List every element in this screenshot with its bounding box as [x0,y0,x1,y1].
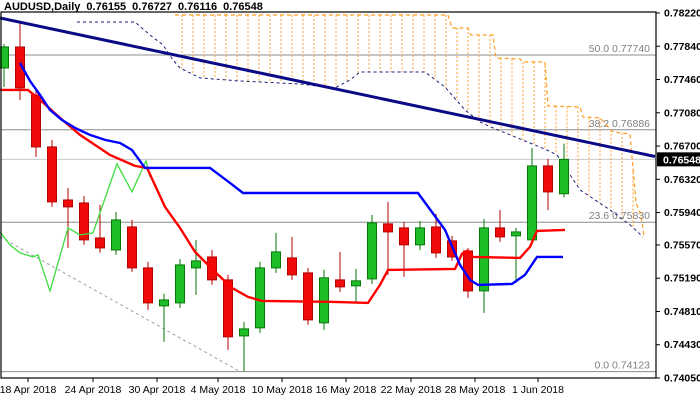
kijun-layer [18,62,563,287]
fib-level-label: 50.0 0.77740 [589,43,650,55]
candle-bullish [511,227,521,283]
candle-bearish [143,261,153,310]
high-value: 0.76727 [132,1,172,13]
price-axis-label: 0.77080 [664,107,700,119]
candle-bullish [319,269,329,330]
chikou-layer [0,158,151,294]
candle-bullish [271,232,281,273]
fib-level-label: 0.0 0.74123 [595,360,651,372]
price-axis-label: 0.75190 [664,273,700,285]
candle-bullish [0,43,9,87]
candle-bearish [431,213,441,258]
current-price-tag: 0.76548 [657,152,700,167]
senkou-span-b-line [175,14,645,237]
price-axis-label: 0.74430 [664,339,700,351]
candle-bearish [383,201,393,275]
time-axis-label: 10 May 2018 [252,384,313,396]
price-axis-label: 0.78220 [664,8,700,20]
candle-bullish [175,258,185,308]
trendline [0,16,656,158]
time-axis-label: 4 May 2018 [191,384,246,396]
plot-border [0,11,657,379]
time-axis-label: 28 May 2018 [445,384,506,396]
open-value: 0.76155 [86,1,127,13]
symbol-period-label: AUDUSD,Daily [4,1,81,13]
candle-bearish [287,236,297,280]
candle-bullish [527,147,537,245]
time-axis[interactable]: 18 Apr 2018 24 Apr 2018 30 Apr 2018 4 May 2… [0,378,564,396]
candles-layer [0,22,569,372]
ichimoku-cloud-layer [77,14,645,238]
close-value: 0.76548 [223,1,263,13]
tenkan-layer [0,88,566,305]
price-axis-label: 0.74050 [664,373,700,385]
tenkan-sen-line [0,88,566,305]
fib-level-label: 38.2 0.76886 [589,118,650,130]
candle-bullish [191,239,201,295]
candle-bearish [495,209,505,242]
candle-bearish [47,139,57,207]
candle-bullish [415,220,425,250]
ohlc-header: AUDUSD,Daily 0.76155 0.76727 0.76116 0.76548 [4,1,269,13]
price-axis-label: 0.75570 [664,239,700,251]
candle-bullish [367,214,377,284]
candle-bearish [15,22,25,101]
fib-level-label: 23.6 0.75830 [589,210,650,222]
candle-bullish [559,143,569,198]
candle-bearish [303,267,313,325]
low-value: 0.76116 [177,1,218,13]
price-axis-label: 0.77460 [664,74,700,86]
candle-bullish [255,261,265,333]
channel-line [0,236,241,373]
time-axis-label: 30 Apr 2018 [129,384,186,396]
candle-bearish [335,251,345,292]
candle-bullish [111,211,121,255]
candle-bearish [399,221,409,277]
candle-bearish [543,158,553,210]
candle-bearish [223,274,233,350]
time-axis-label: 24 Apr 2018 [65,384,122,396]
price-axis-label: 0.77840 [664,41,700,53]
current-price-value: 0.76548 [663,154,700,166]
candle-bearish [31,88,41,157]
trendline-layer [0,16,656,158]
candle-bearish [79,195,89,245]
price-axis-label: 0.75940 [664,207,700,219]
channel-layer [0,236,241,373]
time-axis-label: 18 Apr 2018 [0,384,56,396]
time-axis-label: 1 Jun 2018 [512,384,564,396]
fib-retracement-layer: 50.0 0.77740 38.2 0.76886 23.6 0.75830 0.0 … [1,43,656,373]
price-axis[interactable]: 0.78220 0.77840 0.77460 0.77080 0.76700 0.763… [656,8,700,385]
chikou-span-line [0,158,151,294]
time-axis-label: 16 May 2018 [316,384,377,396]
price-axis-label: 0.76700 [664,141,700,153]
candle-bullish [239,321,249,372]
candle-bearish [63,187,73,248]
price-axis-label: 0.76320 [664,174,700,186]
kijun-sen-line [18,62,563,287]
candle-bullish [159,293,169,342]
candle-bullish [351,268,361,302]
candle-bearish [127,219,137,272]
time-axis-label: 22 May 2018 [381,384,442,396]
candle-bullish [479,218,489,313]
price-axis-label: 0.74810 [664,306,700,318]
